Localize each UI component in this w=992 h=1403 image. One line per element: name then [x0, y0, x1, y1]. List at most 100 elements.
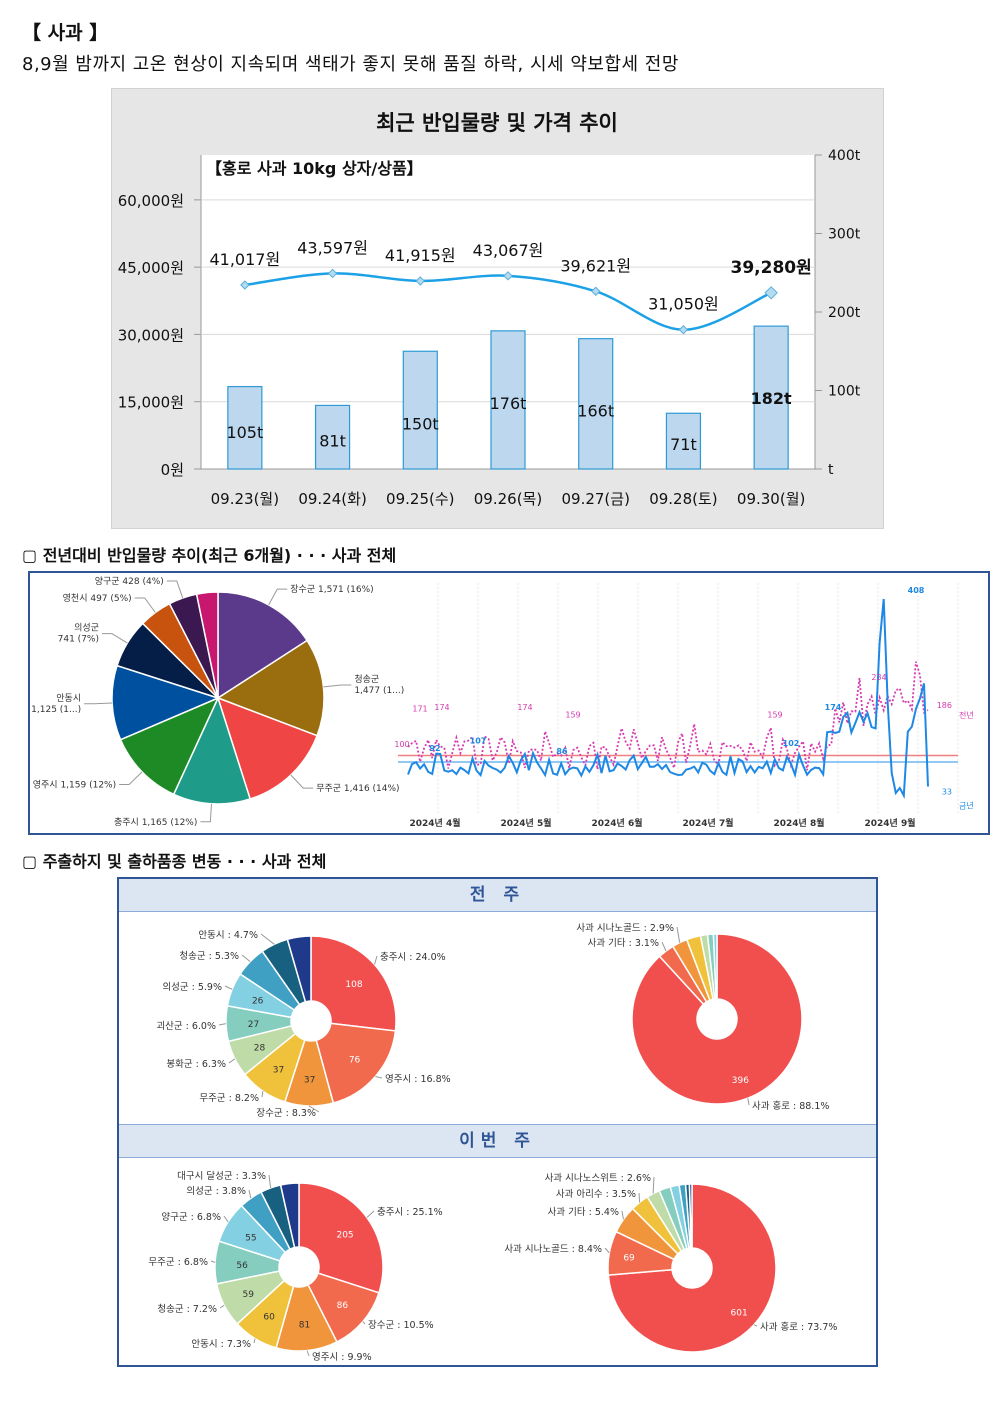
- donut-label: 사과 시나노스위트 : 2.6%: [545, 1172, 651, 1184]
- last-year-series: [408, 662, 928, 771]
- x-tick-label: 09.28(토): [649, 490, 717, 508]
- slice-value: 60: [263, 1313, 275, 1323]
- trend-x-label: 2024년 9월: [864, 817, 915, 829]
- trend-x-label: 2024년 8월: [773, 817, 824, 829]
- donut-leader: [242, 955, 250, 962]
- donut-label: 사과 시나노골드 : 8.4%: [504, 1244, 602, 1255]
- donut-leader: [249, 1190, 251, 1198]
- this-year-annotation: 107: [470, 737, 487, 746]
- last-year-annotation: 100: [394, 740, 409, 749]
- donut-leader: [639, 1193, 640, 1202]
- price-label: 39,280원: [731, 258, 812, 278]
- donut-label: 청송군 : 7.2%: [157, 1304, 217, 1315]
- right-tick-label: 400t: [828, 148, 861, 164]
- donut-label: 충주시 : 24.0%: [380, 952, 446, 963]
- donut-label: 대구시 달성군 : 3.3%: [177, 1170, 266, 1182]
- pie-label: 장수군 1,571 (16%): [290, 584, 373, 595]
- x-tick-label: 09.27(금): [561, 490, 629, 508]
- donut-leader: [261, 934, 274, 944]
- right-tick-label: 200t: [828, 305, 861, 321]
- donut-label: 영주시 : 9.9%: [312, 1352, 372, 1363]
- left-tick-label: 15,000원: [118, 394, 184, 412]
- donut-leader: [375, 1076, 382, 1078]
- left-tick-label: 30,000원: [118, 326, 184, 344]
- last-year-annotation: 234: [871, 673, 886, 682]
- section-heading-yoy: ▢ 전년대비 반입물량 추이(최근 6개월) · · · 사과 전체: [22, 542, 396, 566]
- donut-leader: [225, 986, 232, 989]
- donut-leader: [662, 942, 666, 951]
- slice-value: 205: [336, 1230, 353, 1240]
- slice-value: 86: [337, 1301, 349, 1311]
- price-label: 31,050원: [648, 295, 719, 314]
- donut-label: 장수군 : 10.5%: [368, 1320, 434, 1331]
- slice-value: 601: [731, 1308, 748, 1318]
- donut-leader: [375, 956, 377, 965]
- combo-chart-title: 최근 반입물량 및 가격 추이: [376, 111, 618, 135]
- this-year-annotation: 92: [429, 744, 440, 753]
- x-tick-label: 09.26(목): [474, 490, 542, 508]
- volume-bar-label: 71t: [670, 435, 697, 454]
- right-tick-label: 100t: [828, 384, 861, 400]
- left-tick-label: 60,000원: [118, 192, 184, 210]
- price-label: 43,597원: [297, 238, 368, 257]
- donut-leader: [269, 1175, 271, 1188]
- combo-chart-subtitle: 【홍로 사과 10kg 상자/상품】: [206, 159, 423, 178]
- donut-label: 충주시 : 25.1%: [377, 1207, 443, 1218]
- pie-leader: [200, 804, 211, 822]
- x-tick-label: 09.24(화): [298, 490, 366, 508]
- last-year-annotation: 174: [517, 703, 532, 712]
- pie-label: 충주시 1,165 (12%): [114, 817, 197, 828]
- donut-leader: [220, 1305, 224, 1308]
- this-year-end-value: 33: [942, 788, 952, 797]
- last-year-annotation: 174: [434, 703, 449, 712]
- donut-leader: [754, 1325, 757, 1326]
- price-label: 41,017원: [209, 250, 280, 269]
- pie-label: 영천시 497 (5%): [63, 593, 132, 604]
- left-tick-label: 0원: [161, 461, 184, 479]
- pie-label: 안동시 1,125 (1...): [31, 693, 81, 715]
- trend-x-label: 2024년 4월: [409, 817, 460, 829]
- donut-leader: [224, 1216, 228, 1222]
- combo-chart-panel: 최근 반입물량 및 가격 추이 【홍로 사과 10kg 상자/상품】 0원 15,…: [111, 88, 884, 529]
- slice-value: 76: [349, 1056, 361, 1066]
- last-year-legend: 전년: [959, 710, 974, 720]
- market-summary: 8,9월 밤까지 고온 현상이 지속되며 색태가 좋지 못해 품질 하락, 시세…: [22, 50, 679, 76]
- donut-leader: [367, 1211, 374, 1218]
- pie-leader: [84, 703, 112, 704]
- donut-label: 안동시 : 7.3%: [191, 1339, 251, 1350]
- page-title: 【 사과 】: [22, 18, 108, 45]
- donut-leader: [653, 1177, 654, 1194]
- pie-label: 무주군 1,416 (14%): [316, 783, 399, 794]
- donut-leader: [262, 1091, 263, 1097]
- pie-leader: [323, 685, 351, 687]
- price-label: 39,621원: [560, 256, 631, 275]
- trend-x-label: 2024년 7월: [682, 817, 733, 829]
- last-year-annotation: 159: [565, 711, 580, 720]
- donut-leader: [677, 927, 680, 943]
- donut-label: 양구군 : 6.8%: [161, 1212, 221, 1223]
- trend-x-label: 2024년 6월: [591, 817, 642, 829]
- slice-value: 59: [243, 1290, 255, 1300]
- yoy-charts: 장수군 1,571 (16%)청송군 1,477 (1...)무주군 1,416 …: [30, 573, 988, 833]
- volume-bar-label: 166t: [577, 402, 614, 421]
- x-tick-label: 09.25(수): [386, 490, 454, 508]
- price-label: 41,915원: [385, 246, 456, 265]
- donut-leader: [254, 1339, 255, 1343]
- donut-label: 영주시 : 16.8%: [385, 1074, 451, 1085]
- slice-value: 26: [252, 997, 264, 1007]
- origin-variety-panel: 전 주 이번 주 108 충주시 : 24.0% 76 영주시 : 16.8% 37 장수…: [117, 877, 878, 1367]
- pie-leader: [102, 634, 127, 643]
- this-year-annotation: 408: [908, 586, 925, 595]
- pie-leader: [291, 775, 313, 788]
- right-tick-label: 300t: [828, 227, 861, 243]
- combo-chart: 최근 반입물량 및 가격 추이 【홍로 사과 10kg 상자/상품】 0원 15,…: [112, 89, 883, 528]
- pie-label: 영주시 1,159 (12%): [33, 779, 116, 790]
- donut-label: 사과 기타 : 3.1%: [588, 938, 659, 949]
- volume-bar-label: 176t: [490, 394, 527, 413]
- donut-label: 괴산군 : 6.0%: [156, 1021, 216, 1032]
- slice-value: 28: [254, 1044, 266, 1054]
- slice-value: 69: [623, 1253, 635, 1263]
- donut-label: 사과 홍로 : 88.1%: [752, 1100, 829, 1112]
- pie-leader: [135, 598, 156, 613]
- donut-label: 사과 홍로 : 73.7%: [760, 1321, 837, 1333]
